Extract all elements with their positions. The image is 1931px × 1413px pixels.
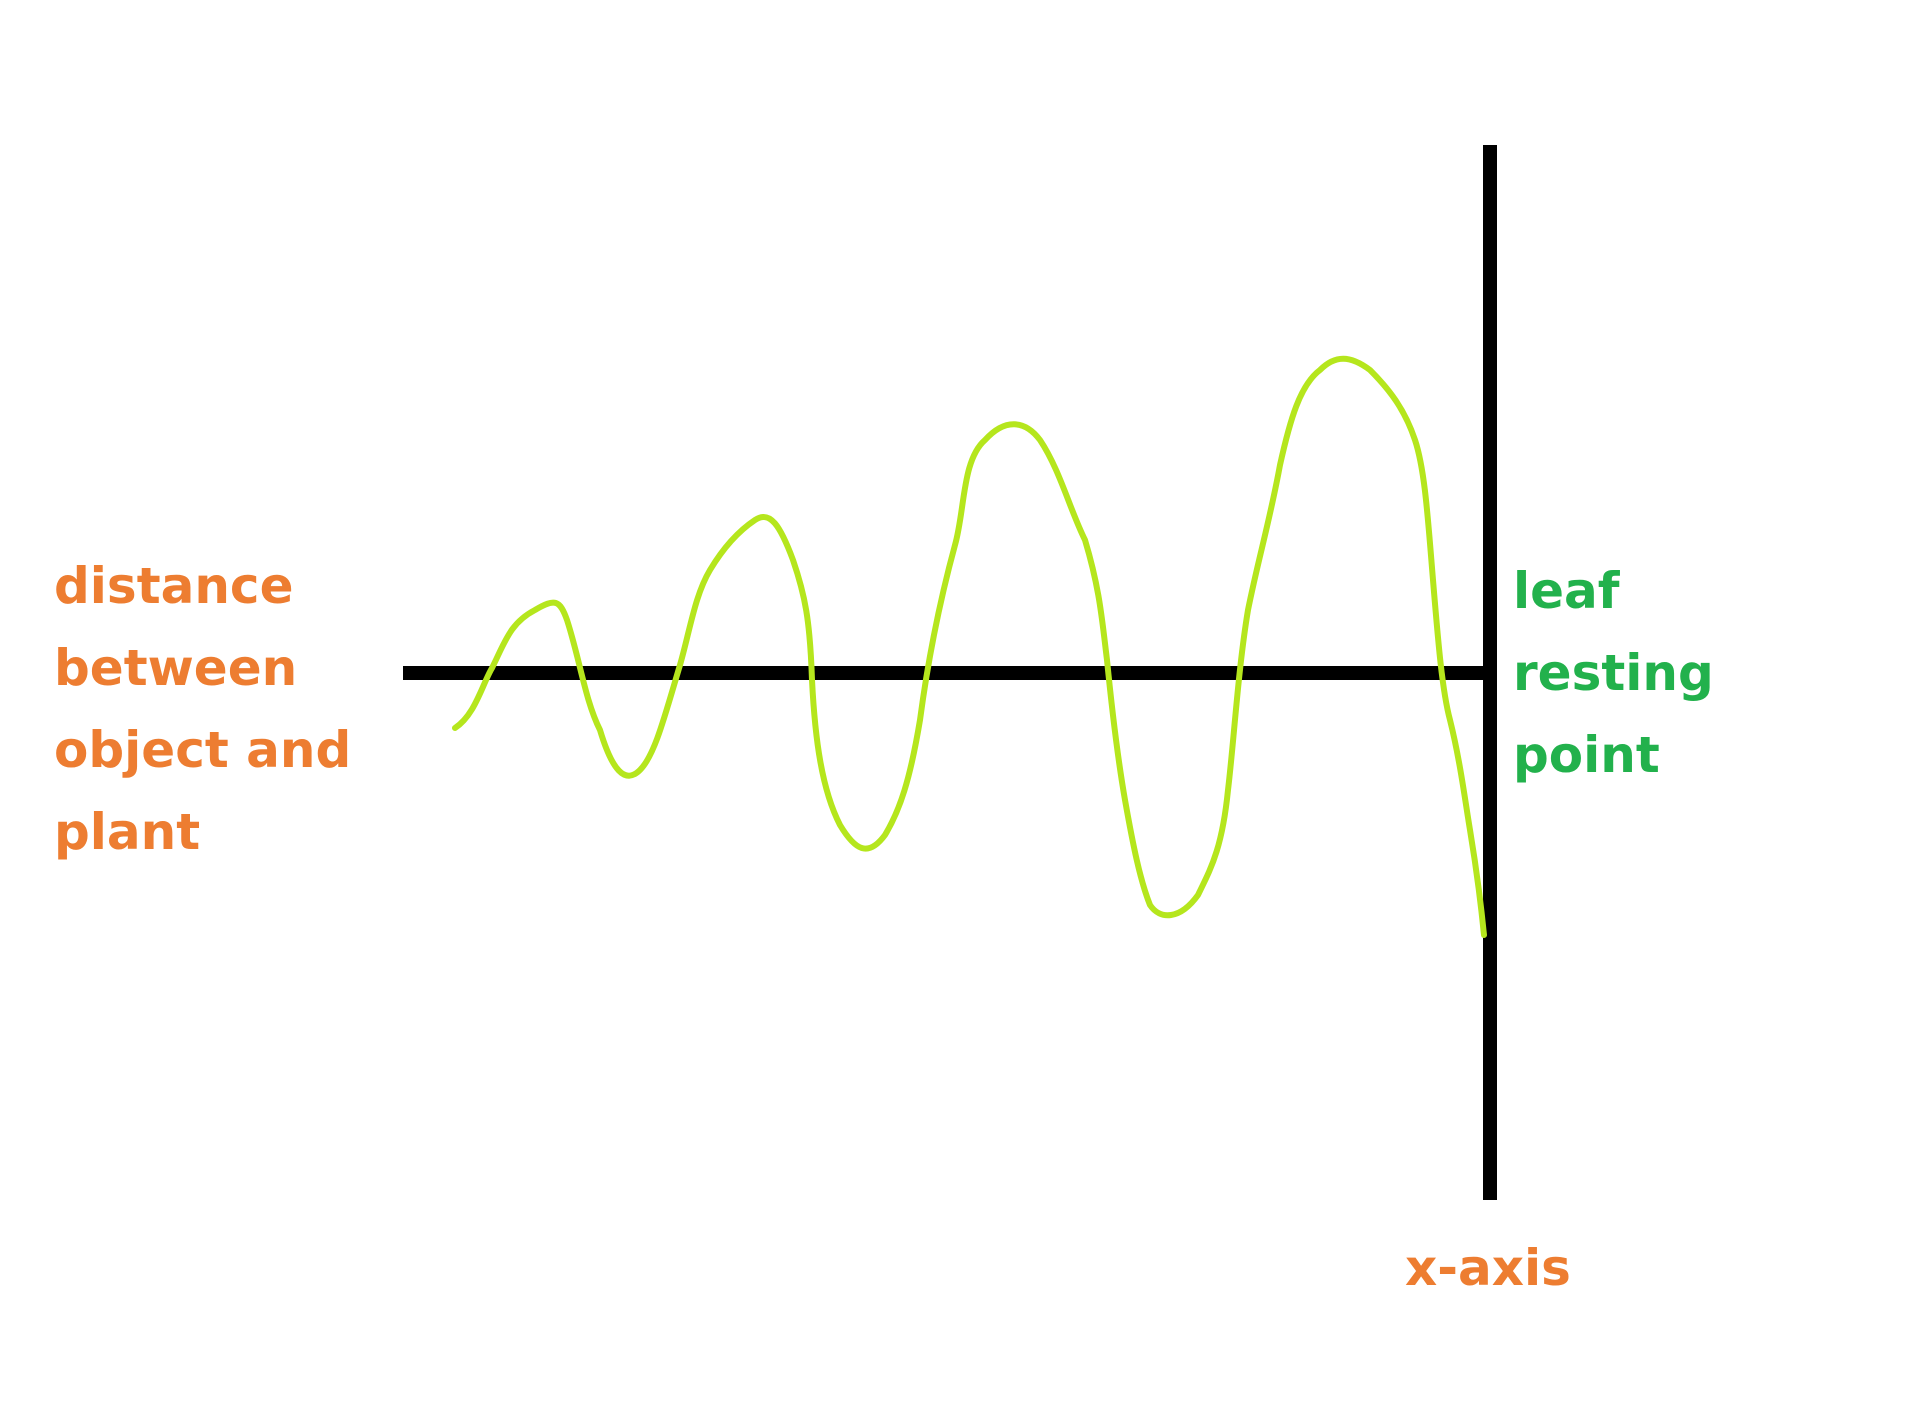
distance-label-line-2: between [54,639,298,697]
resting-point-label-line-3: point [1513,726,1660,784]
resting-point-label-line-2: resting [1513,644,1714,702]
distance-label-line-4: plant [54,803,201,861]
distance-label-line-1: distance [54,557,294,615]
distance-label-line-3: object and [54,721,352,779]
x-axis-label: x-axis [1405,1239,1571,1297]
distance-label: distance between object and plant [54,545,351,873]
resting-point-label: leaf resting point [1513,550,1714,796]
damped-oscillation-wave [452,355,1487,938]
resting-point-label-line-1: leaf [1513,562,1620,620]
